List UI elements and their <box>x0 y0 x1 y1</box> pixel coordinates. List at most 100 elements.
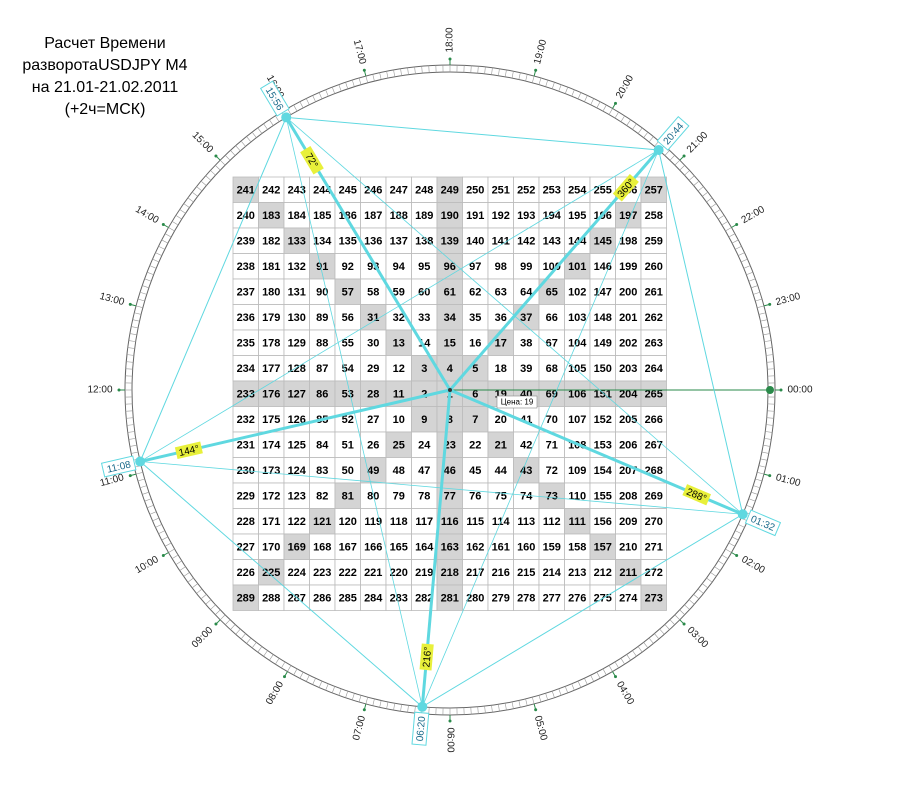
ring-tick <box>247 638 251 643</box>
ring-tick <box>130 334 137 335</box>
cell-number: 208 <box>619 491 637 503</box>
cell-number: 31 <box>367 312 379 324</box>
cell-number: 95 <box>418 261 430 273</box>
cell-number: 24 <box>418 440 431 452</box>
cell-number: 76 <box>469 491 481 503</box>
hour-dot <box>162 223 165 226</box>
zero-dot <box>766 386 774 394</box>
degree-label: 288° <box>685 487 708 505</box>
ring-tick <box>526 74 528 81</box>
cell-number: 224 <box>288 567 307 579</box>
ring-tick <box>422 66 423 73</box>
cell-number: 125 <box>288 440 306 452</box>
hour-label: 23:00 <box>775 291 802 308</box>
ring-tick <box>300 672 303 678</box>
cell-number: 180 <box>262 287 280 299</box>
cell-number: 135 <box>339 236 357 248</box>
ring-tick <box>627 120 631 126</box>
ring-tick <box>578 681 581 687</box>
ring-tick <box>136 306 143 308</box>
cell-number: 113 <box>517 516 535 528</box>
cell-number: 118 <box>390 516 408 528</box>
cell-number: 222 <box>339 567 357 579</box>
ring-tick <box>184 572 190 576</box>
ring-tick <box>546 693 548 700</box>
ring-tick <box>762 327 769 328</box>
ring-tick <box>725 549 731 553</box>
ring-tick <box>153 259 159 262</box>
ring-tick <box>689 176 694 181</box>
ring-tick <box>126 362 133 363</box>
ring-tick <box>603 669 606 675</box>
ring-tick <box>746 272 753 275</box>
ring-tick <box>572 90 575 96</box>
cell-number: 50 <box>342 465 354 477</box>
cell-number: 242 <box>262 185 280 197</box>
ring-tick <box>133 320 140 322</box>
ring-tick <box>140 486 147 488</box>
ring-tick <box>597 672 600 678</box>
ring-tick <box>142 286 149 288</box>
ring-tick <box>134 313 141 315</box>
cell-number: 79 <box>393 491 405 503</box>
cell-number: 156 <box>594 516 612 528</box>
ring-tick <box>401 69 402 76</box>
cell-number: 199 <box>619 261 637 273</box>
ring-tick <box>729 234 735 237</box>
cell-number: 127 <box>288 389 306 401</box>
ring-tick <box>155 524 161 527</box>
hour-dot <box>735 554 738 557</box>
cell-number: 255 <box>594 185 612 197</box>
cell-number: 3 <box>421 363 427 375</box>
cell-number: 136 <box>364 236 382 248</box>
ring-tick <box>751 492 758 494</box>
cell-number: 216 <box>492 567 510 579</box>
ring-tick <box>352 693 354 700</box>
cell-number: 172 <box>262 491 280 503</box>
ring-tick <box>258 128 262 134</box>
cell-number: 112 <box>543 516 561 528</box>
cell-number: 44 <box>495 465 508 477</box>
ring-tick <box>332 686 335 693</box>
ring-tick <box>159 531 165 534</box>
cell-number: 252 <box>517 185 535 197</box>
cell-number: 109 <box>568 465 586 477</box>
ring-tick <box>722 555 728 559</box>
ring-tick <box>760 459 767 461</box>
ring-tick <box>694 594 699 598</box>
arrow-head <box>417 702 427 712</box>
ring-tick <box>559 689 561 696</box>
ring-tick <box>197 589 202 593</box>
ring-tick <box>172 221 178 225</box>
cell-number: 110 <box>568 491 586 503</box>
cell-number: 57 <box>342 287 354 299</box>
cell-number: 237 <box>237 287 255 299</box>
cell-number: 281 <box>441 593 459 605</box>
cell-number: 194 <box>543 210 562 222</box>
ring-tick <box>130 445 137 446</box>
cell-number: 101 <box>568 261 586 273</box>
cell-number: 236 <box>237 312 255 324</box>
cell-number: 171 <box>262 516 280 528</box>
cell-number: 191 <box>466 210 484 222</box>
cell-number: 183 <box>262 210 280 222</box>
ring-tick <box>765 432 772 433</box>
ring-tick <box>680 610 685 615</box>
cell-number: 121 <box>313 516 331 528</box>
cell-number: 184 <box>288 210 307 222</box>
arrow-head <box>135 457 145 467</box>
hour-label: 15:00 <box>190 130 216 156</box>
ring-tick <box>162 537 168 540</box>
cell-number: 181 <box>262 261 280 273</box>
hour-label: 21:00 <box>685 130 711 156</box>
cell-number: 253 <box>543 185 561 197</box>
ring-tick <box>552 691 554 698</box>
cell-number: 193 <box>517 210 535 222</box>
ring-tick <box>609 665 613 671</box>
cell-number: 128 <box>288 363 306 375</box>
cell-number: 210 <box>619 542 637 554</box>
cell-number: 86 <box>316 389 328 401</box>
ring-tick <box>505 703 506 710</box>
cell-number: 266 <box>645 414 663 426</box>
cell-number: 162 <box>466 542 484 554</box>
